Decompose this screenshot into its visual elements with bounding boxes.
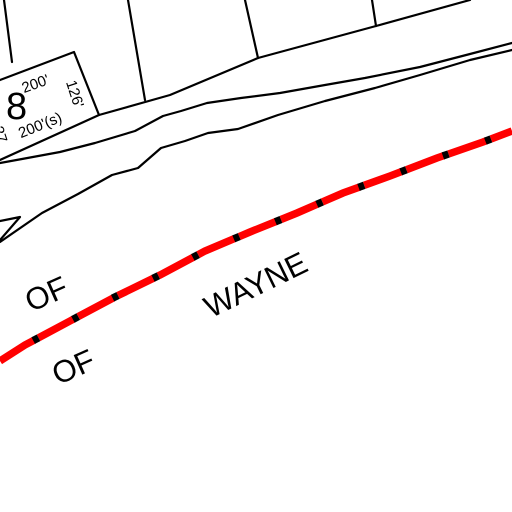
road-edge-upper xyxy=(0,41,512,165)
lot-line xyxy=(126,0,147,102)
boundary-tick xyxy=(191,251,200,261)
boundary-tick xyxy=(315,198,324,208)
boundary-tick xyxy=(357,181,366,191)
boundary-tick xyxy=(441,150,450,160)
boundary-tick xyxy=(71,313,80,323)
municipal-boundary-line xyxy=(0,127,512,365)
boundary-tick xyxy=(273,216,283,226)
lot-number-label: 8 xyxy=(6,86,28,128)
road-edge-lower xyxy=(0,48,512,244)
boundary-tick xyxy=(232,233,241,243)
lot-line xyxy=(243,0,260,60)
lot-8-boundary xyxy=(0,50,101,162)
boundary-tick xyxy=(31,334,41,344)
lot-line xyxy=(2,0,14,64)
street-edge-upper xyxy=(97,0,472,117)
lot-line xyxy=(370,0,378,28)
boundary-ticks xyxy=(31,135,493,344)
boundary-tick xyxy=(151,272,161,282)
boundary-tick xyxy=(399,166,408,176)
parcel-lines xyxy=(0,0,512,244)
road-stub xyxy=(0,215,22,242)
boundary-dashes xyxy=(0,127,512,365)
boundary-tick xyxy=(110,292,120,302)
boundary-tick xyxy=(484,135,493,145)
